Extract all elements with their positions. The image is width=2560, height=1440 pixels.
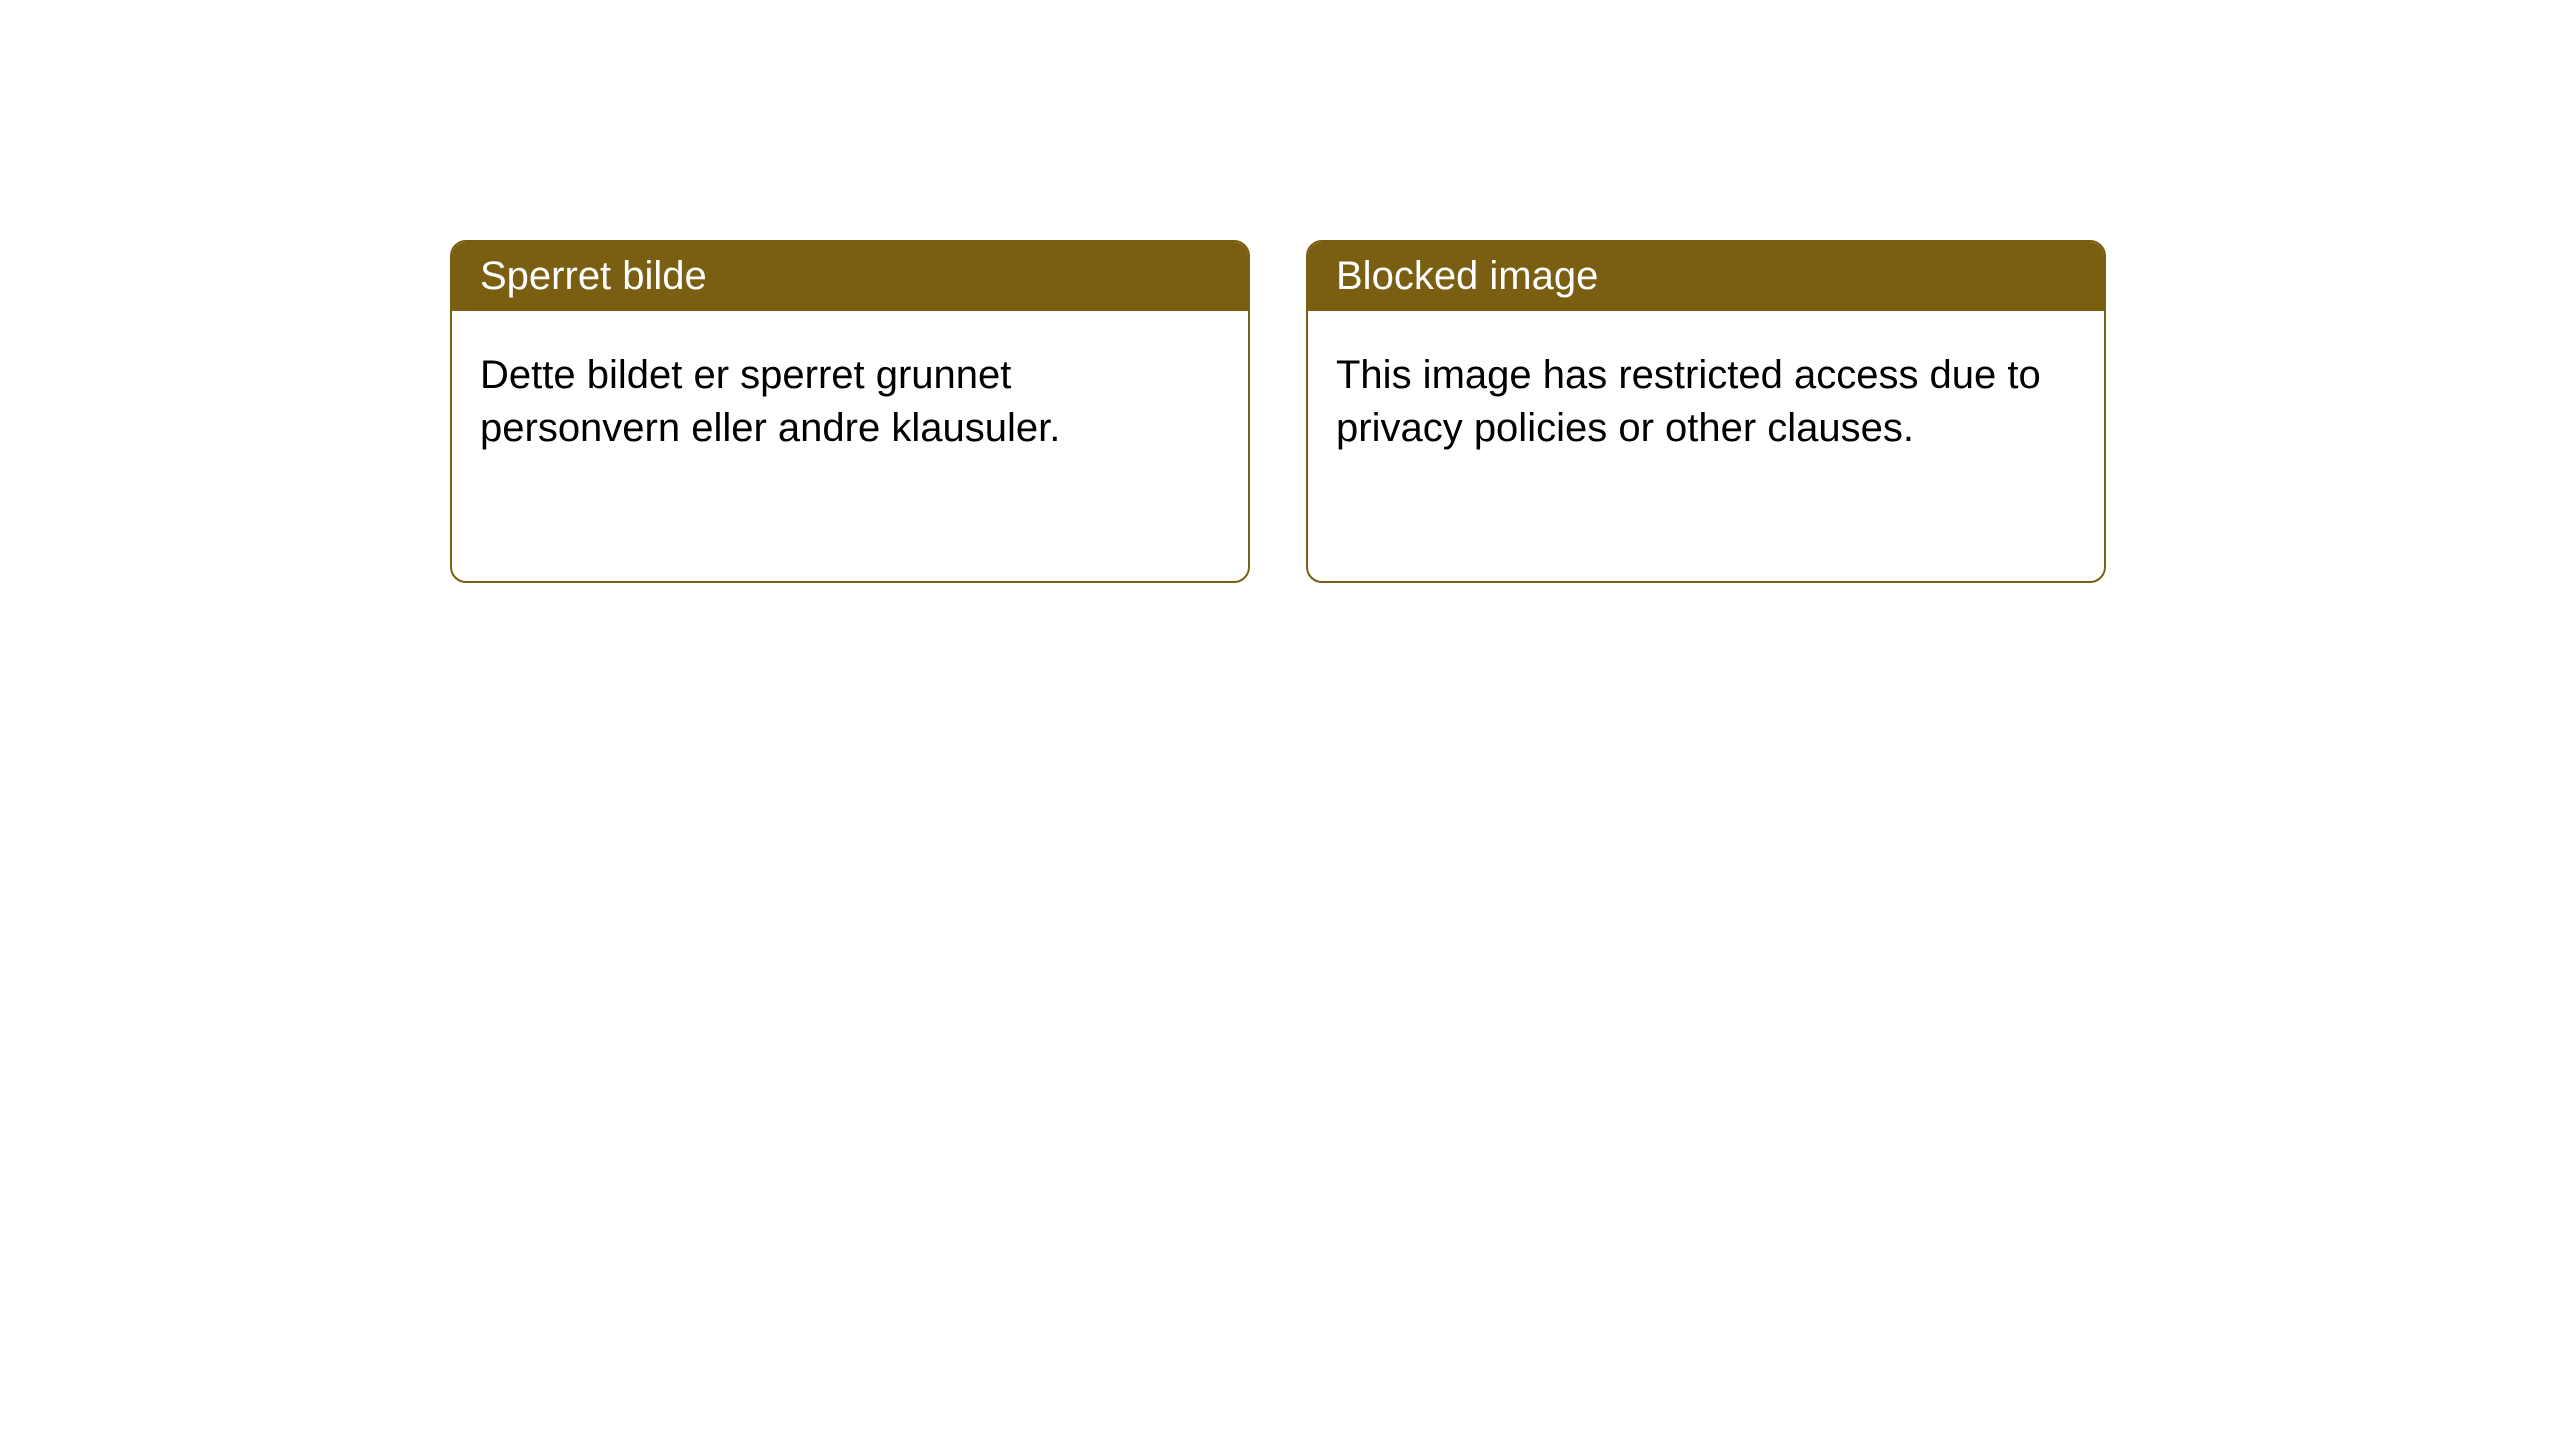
card-title-no: Sperret bilde [480,254,707,298]
card-header-no: Sperret bilde [452,242,1248,311]
card-body-text-en: This image has restricted access due to … [1336,353,2041,450]
card-header-en: Blocked image [1308,242,2104,311]
card-title-en: Blocked image [1336,254,1598,298]
card-body-en: This image has restricted access due to … [1308,311,2104,581]
blocked-image-card-no: Sperret bilde Dette bildet er sperret gr… [450,240,1250,583]
card-body-text-no: Dette bildet er sperret grunnet personve… [480,353,1060,450]
blocked-image-notices: Sperret bilde Dette bildet er sperret gr… [450,240,2560,583]
blocked-image-card-en: Blocked image This image has restricted … [1306,240,2106,583]
card-body-no: Dette bildet er sperret grunnet personve… [452,311,1248,581]
